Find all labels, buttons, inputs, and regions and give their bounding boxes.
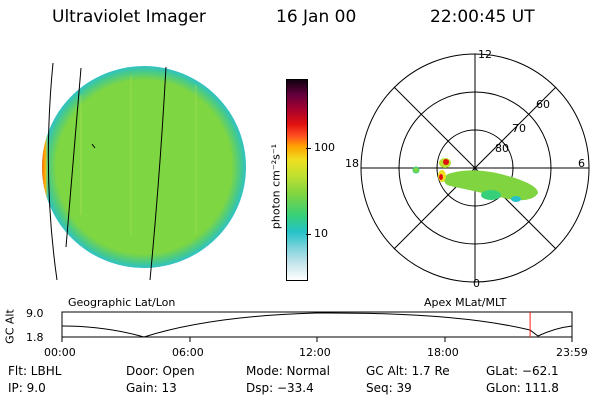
gain-status: Gain: 13 bbox=[126, 381, 177, 395]
mlt-label-6: 6 bbox=[578, 157, 585, 170]
polar-coordinate-label: Apex MLat/MLT bbox=[424, 296, 507, 309]
time-tick-0000: 00:00 bbox=[44, 346, 76, 359]
time-tick-2359: 23:59 bbox=[556, 346, 588, 359]
mlt-label-0: 0 bbox=[473, 277, 480, 290]
polar-mlt-plot bbox=[360, 53, 590, 283]
mlt-label-12: 12 bbox=[478, 48, 492, 61]
lat-label-70: 70 bbox=[512, 122, 526, 135]
time-tick-0600: 06:00 bbox=[172, 346, 204, 359]
observation-time: 22:00:45 UT bbox=[430, 7, 535, 27]
longitude-lines bbox=[47, 62, 167, 281]
gc-alt-y-top: 9.0 bbox=[26, 307, 44, 320]
aurora-limb-emission bbox=[42, 90, 48, 230]
glat-status: GLat: −62.1 bbox=[486, 364, 559, 378]
auroral-oval-emission bbox=[412, 158, 538, 202]
ip-status: IP: 9.0 bbox=[8, 381, 46, 395]
earth-disk bbox=[42, 66, 246, 268]
glon-status: GLon: 111.8 bbox=[486, 381, 559, 395]
colorbar bbox=[286, 79, 308, 281]
colorbar-tick-10: 10 bbox=[314, 227, 328, 240]
colorbar-tick-100: 100 bbox=[314, 141, 335, 154]
filter-status: Flt: LBHL bbox=[8, 364, 62, 378]
instrument-title: Ultraviolet Imager bbox=[52, 7, 206, 27]
colorbar-unit-label: photon cm⁻²s⁻¹ bbox=[269, 143, 283, 230]
seq-status: Seq: 39 bbox=[366, 381, 412, 395]
dsp-status: Dsp: −33.4 bbox=[246, 381, 314, 395]
lat-label-60: 60 bbox=[536, 98, 550, 111]
door-status: Door: Open bbox=[126, 364, 195, 378]
time-tick-1200: 12:00 bbox=[299, 346, 331, 359]
lat-label-80: 80 bbox=[495, 142, 509, 155]
gc-alt-status: GC Alt: 1.7 Re bbox=[366, 364, 450, 378]
gc-alt-y-bottom: 1.8 bbox=[26, 331, 44, 344]
time-tick-1800: 18:00 bbox=[427, 346, 459, 359]
gc-alt-curve bbox=[61, 312, 573, 338]
gc-alt-axis-label: GC Alt bbox=[3, 309, 17, 344]
mlt-label-18: 18 bbox=[345, 157, 359, 170]
globe-coordinate-label: Geographic Lat/Lon bbox=[68, 296, 176, 309]
mode-status: Mode: Normal bbox=[246, 364, 330, 378]
gc-alt-orbit-plot bbox=[61, 311, 573, 342]
uv-globe-image bbox=[42, 62, 246, 281]
observation-date: 16 Jan 00 bbox=[276, 7, 357, 27]
